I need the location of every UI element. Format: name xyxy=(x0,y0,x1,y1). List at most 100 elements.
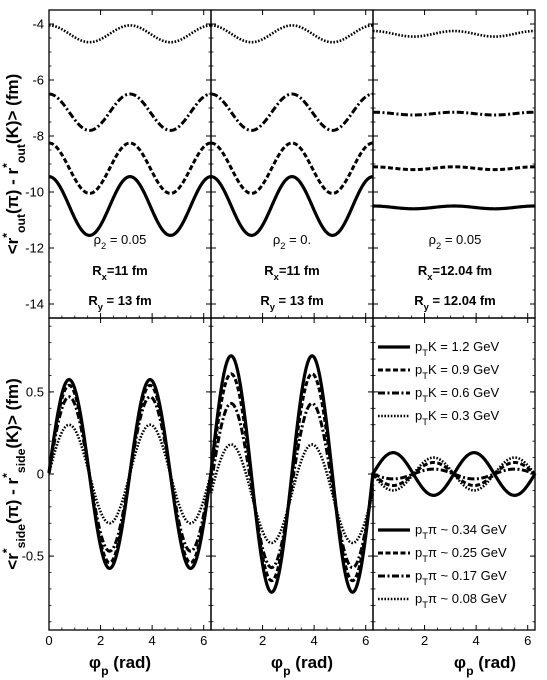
pion-legend-label: pTπ ~ 0.08 GeV xyxy=(415,591,507,610)
pion-legend-label-part: π ~ 0.25 GeV xyxy=(428,545,507,560)
kaon-legend-label-part: K = 0.9 GeV xyxy=(428,362,500,377)
y-axis-label-bottom-part: side xyxy=(14,448,28,473)
y-axis-label-bottom-part: (π) - r xyxy=(3,477,22,523)
y-tick-label-bottom: 0.5 xyxy=(26,384,44,399)
kaon-legend-label-part: T xyxy=(422,417,428,427)
y-axis-label-bottom: <r*side(π) - r*side(K)> (fm) xyxy=(0,378,28,569)
kaon-legend-label-part: K = 1.2 GeV xyxy=(428,339,500,354)
y-tick-label-top: -14 xyxy=(25,297,44,312)
x-tick-label: 6 xyxy=(200,633,207,648)
rx-annotation: Rx=11 fm xyxy=(92,263,147,282)
bottom-panel-2-series-2 xyxy=(209,372,375,583)
axis-ticks: -4 -6 -8 -10 -12 -14 0.5 0 -0.5 0 2 4 6 2 4 6 2 4 6 xyxy=(22,9,535,648)
y-axis-label-top-part: (π) - r xyxy=(3,167,22,213)
x-tick-label: 4 xyxy=(473,633,480,648)
x-axis-label: φp (rad) xyxy=(454,653,516,678)
x-axis-label-part: p xyxy=(466,664,473,678)
pion-legend-label: pTπ ~ 0.34 GeV xyxy=(415,522,507,541)
rx-annotation-part: x xyxy=(102,272,108,282)
pion-legend-label: pTπ ~ 0.17 GeV xyxy=(415,568,507,587)
rx-annotation-part: =11 fm xyxy=(107,263,148,278)
bottom-panel-1-series-4 xyxy=(47,423,213,525)
ry-annotation-part: R xyxy=(88,293,98,308)
top-panel-1-series-1 xyxy=(48,174,212,238)
kaon-legend-label-part: p xyxy=(415,385,422,400)
top-panel-3-series-3 xyxy=(373,110,535,117)
y-tick-label-bottom: 0 xyxy=(37,467,44,482)
pion-legend-label-part: p xyxy=(415,591,422,606)
x-axis-label-part: (rad) xyxy=(109,653,152,672)
bottom-panel-2-series-3 xyxy=(209,401,375,570)
pion-legend-label-part: T xyxy=(422,577,428,587)
ry-annotation-part: y xyxy=(270,302,276,312)
rho-annotation-part: = 0.05 xyxy=(441,232,481,247)
ry-annotation: Ry = 13 fm xyxy=(88,293,151,312)
rho-annotation-part: ρ xyxy=(273,232,280,247)
x-tick-label: 2 xyxy=(97,633,104,648)
x-axis-label-part: (rad) xyxy=(474,653,517,672)
y-axis-label-top-part: * xyxy=(0,233,14,238)
top-panel-1-series-4 xyxy=(48,24,212,44)
x-tick-label: 2 xyxy=(421,633,428,648)
pion-legend-label-part: T xyxy=(422,554,428,564)
kaon-legend-label-part: p xyxy=(415,339,422,354)
rho-annotation-part: 2 xyxy=(280,241,285,251)
x-tick-label: 4 xyxy=(311,633,318,648)
y-tick-label-top: -12 xyxy=(25,241,44,256)
y-tick-label-top: -6 xyxy=(32,73,44,88)
y-axis-label-bottom-part: <r xyxy=(3,553,22,570)
kaon-legend-label: pTK = 0.9 GeV xyxy=(415,362,499,381)
bottom-panel-3-series-2 xyxy=(372,461,536,487)
kaon-legend-label-part: T xyxy=(422,371,428,381)
x-axis-label: φp (rad) xyxy=(271,653,333,678)
pion-legend-label-part: π ~ 0.08 GeV xyxy=(428,591,507,606)
x-axis-label-part: φ xyxy=(271,653,283,672)
y-tick-label-bottom: -0.5 xyxy=(22,549,44,564)
rx-annotation-part: R xyxy=(264,263,274,278)
x-tick-label: 6 xyxy=(524,633,531,648)
x-axis-label-part: p xyxy=(283,664,290,678)
axis-labels: φp (rad) φp (rad) φp (rad)<r*out(π) - r*ou… xyxy=(0,74,516,678)
pion-legend-label-part: p xyxy=(415,568,422,583)
pion-legend-label-part: π ~ 0.17 GeV xyxy=(428,568,507,583)
y-axis-label-top-part: (K)> (fm) xyxy=(3,74,22,144)
y-axis-label-bottom-part: * xyxy=(0,548,14,553)
pion-legend-label-part: T xyxy=(422,531,428,541)
ry-annotation: Ry = 13 fm xyxy=(260,293,323,312)
ry-annotation-part: = 13 fm xyxy=(275,293,324,308)
pion-legend-label-part: T xyxy=(422,600,428,610)
ry-annotation-part: = 13 fm xyxy=(103,293,152,308)
data-curves xyxy=(47,24,537,594)
x-tick-label: 4 xyxy=(149,633,156,648)
rho-annotation-part: 2 xyxy=(436,241,441,251)
ry-annotation-part: y xyxy=(424,302,430,312)
kaon-legend-label: pTK = 0.6 GeV xyxy=(415,385,499,404)
pion-legend-label-part: p xyxy=(415,522,422,537)
x-tick-label: 6 xyxy=(362,633,369,648)
x-tick-label: 2 xyxy=(259,633,266,648)
y-axis-label-bottom-part: * xyxy=(0,473,14,478)
pion-legend-label-part: p xyxy=(415,545,422,560)
top-panel-2-series-2 xyxy=(210,141,374,195)
kaon-legend-label-part: p xyxy=(415,408,422,423)
x-axis-label-part: (rad) xyxy=(291,653,334,672)
rho-annotation: ρ2 = 0. xyxy=(273,232,311,251)
rho-annotation-part: = 0. xyxy=(285,232,311,247)
top-panel-3-series-2 xyxy=(373,165,535,172)
y-axis-label-top-part: * xyxy=(0,163,14,168)
ry-annotation: Ry = 12.04 fm xyxy=(414,293,495,312)
rho-annotation: ρ2 = 0.05 xyxy=(429,232,482,251)
kaon-legend-label-part: K = 0.3 GeV xyxy=(428,408,500,423)
top-panel-2-series-3 xyxy=(210,92,374,132)
top-panel-3-series-4 xyxy=(372,29,536,38)
top-panel-2-series-4 xyxy=(210,24,374,44)
bottom-panel-2-series-4 xyxy=(209,443,375,545)
x-axis-label: φp (rad) xyxy=(89,653,151,678)
kaon-legend-label: pTK = 0.3 GeV xyxy=(415,408,499,427)
pion-legend-label-part: π ~ 0.34 GeV xyxy=(428,522,507,537)
y-axis-label-bottom-part: (K)> (fm) xyxy=(3,378,22,448)
rx-annotation-part: R xyxy=(92,263,102,278)
